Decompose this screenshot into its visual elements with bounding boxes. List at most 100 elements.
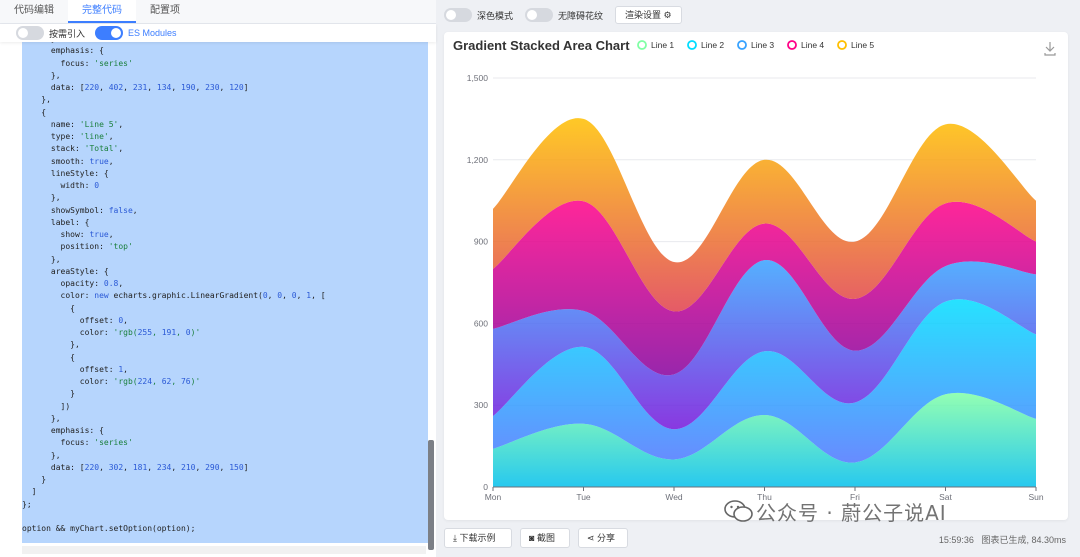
code-line: option && myChart.setOption(option); <box>22 524 196 533</box>
code-line: position: 'top' <box>22 242 133 252</box>
es-modules-toggle[interactable] <box>95 26 124 40</box>
import-toggles: 按需引入 ES Modules <box>0 24 436 42</box>
area-series <box>493 299 1036 463</box>
code-line: } <box>70 389 75 399</box>
share-label: 分享 <box>597 533 616 543</box>
code-line: }, <box>50 193 61 203</box>
legend-marker <box>737 40 747 50</box>
status-text: 15:59:36 图表已生成, 84.30ms <box>939 533 1066 546</box>
y-tick-label: 600 <box>474 318 488 328</box>
code-line: { <box>41 107 47 117</box>
code-line: }; <box>22 499 32 509</box>
editor-panel: 代码编辑 完整代码 配置项 按需引入 ES Modules }, emphasi… <box>0 0 436 557</box>
render-settings-button[interactable]: 渲染设置 ⚙ <box>615 6 682 24</box>
code-line: areaStyle: { <box>50 266 109 276</box>
code-line: }, <box>50 450 61 460</box>
x-tick-label: Sat <box>939 492 952 502</box>
code-line: }, <box>50 413 61 423</box>
screenshot-button[interactable]: ◙ 截图 <box>520 528 570 548</box>
code-line: emphasis: { <box>50 426 104 435</box>
code-line: showSymbol: false, <box>22 205 138 215</box>
code-line: { <box>70 352 75 362</box>
code-text: }, emphasis: { focus: 'series' }, data: … <box>22 30 428 535</box>
code-line: smooth: true, <box>22 156 114 166</box>
code-line: color: 'rgb(255, 191, 0)' <box>22 328 201 337</box>
code-line: stack: 'Total', <box>22 144 124 154</box>
area-series <box>493 118 1036 312</box>
code-line: ]) <box>60 401 71 411</box>
dark-mode-toggle[interactable] <box>444 8 472 22</box>
code-line: focus: 'series' <box>22 58 133 68</box>
preview-bottom-bar: ⤓ 下载示例 ◙ 截图 ⋖ 分享 15:59:36 图表已生成, 84.30ms <box>444 528 1074 548</box>
download-icon[interactable] <box>1044 42 1056 56</box>
status-time: 15:59:36 <box>938 535 974 545</box>
code-line: name: 'Line 5', <box>22 119 124 129</box>
code-line: opacity: 0.8, <box>22 279 124 288</box>
tab-full-code[interactable]: 完整代码 <box>68 0 136 23</box>
editor-horizontal-scrollbar[interactable] <box>22 546 426 554</box>
watermark-text: 公众号 · 蔚公子说AI <box>756 501 947 525</box>
y-tick-label: 300 <box>474 400 488 410</box>
code-line: type: 'line', <box>22 132 114 141</box>
code-line: lineStyle: { <box>50 168 109 178</box>
editor-tabs: 代码编辑 完整代码 配置项 <box>0 0 436 24</box>
area-series <box>493 392 1036 487</box>
code-line: }, <box>70 340 80 350</box>
legend-marker <box>787 40 797 50</box>
download-label: 下载示例 <box>459 533 496 543</box>
y-tick-label: 1,200 <box>467 155 489 165</box>
code-line: color: new echarts.graphic.LinearGradien… <box>22 291 326 301</box>
editor-scrollbar[interactable] <box>428 440 434 550</box>
chart-title: Gradient Stacked Area Chart <box>453 38 630 53</box>
x-tick-label: Mon <box>485 492 502 502</box>
code-line: label: { <box>50 217 90 227</box>
legend-label: Line 2 <box>701 40 724 50</box>
code-line: focus: 'series' <box>22 438 133 448</box>
chart-svg: Gradient Stacked Area Chart Line 1 Line 2 L… <box>453 38 1056 502</box>
code-line: }, <box>41 95 51 105</box>
share-button[interactable]: ⋖ 分享 <box>578 528 628 548</box>
code-line: data: [220, 402, 231, 134, 190, 230, 120… <box>22 83 249 92</box>
y-tick-label: 1,500 <box>467 73 489 83</box>
code-line: emphasis: { <box>50 46 104 56</box>
preview-toolbar: 深色模式 无障碍花纹 渲染设置 ⚙ <box>440 0 1080 30</box>
x-tick-label: Fri <box>850 492 860 502</box>
legend-label: Line 1 <box>651 40 674 50</box>
y-tick-label: 900 <box>474 237 488 247</box>
tab-code-edit[interactable]: 代码编辑 <box>14 5 54 16</box>
code-line: offset: 1, <box>22 364 128 374</box>
code-line: offset: 0, <box>22 315 128 325</box>
on-demand-toggle[interactable] <box>16 26 44 40</box>
code-line: }, <box>50 254 61 264</box>
screenshot-label: 截图 <box>536 533 555 543</box>
es-modules-label: ES Modules <box>128 28 177 38</box>
legend-marker <box>687 40 697 50</box>
area-series <box>493 200 1036 376</box>
code-editor[interactable]: }, emphasis: { focus: 'series' }, data: … <box>22 30 428 543</box>
legend-label: Line 3 <box>751 40 774 50</box>
code-line: }, <box>50 70 61 80</box>
code-line: width: 0 <box>22 181 100 190</box>
x-tick-label: Tue <box>576 492 591 502</box>
x-tick-label: Wed <box>665 492 683 502</box>
x-tick-label: Thu <box>757 492 772 502</box>
code-line: } <box>41 475 47 484</box>
accessible-label: 无障碍花纹 <box>558 10 604 21</box>
legend-label: Line 5 <box>851 40 874 50</box>
tab-config[interactable]: 配置项 <box>150 5 180 16</box>
y-tick-label: 0 <box>483 482 488 492</box>
accessible-toggle[interactable] <box>525 8 554 22</box>
legend-marker <box>637 40 647 50</box>
download-button[interactable]: ⤓ 下载示例 <box>444 528 512 548</box>
status-message: 图表已生成, 84.30ms <box>981 535 1066 545</box>
legend-marker <box>837 40 847 50</box>
code-line: ] <box>31 487 37 497</box>
area-series <box>493 259 1036 430</box>
on-demand-label: 按需引入 <box>49 28 86 39</box>
code-line: show: true, <box>22 230 114 239</box>
code-line: color: 'rgb(224, 62, 76)' <box>22 377 201 386</box>
wechat-icon <box>724 500 753 522</box>
legend-label: Line 4 <box>801 40 824 50</box>
x-tick-label: Sun <box>1028 492 1043 502</box>
